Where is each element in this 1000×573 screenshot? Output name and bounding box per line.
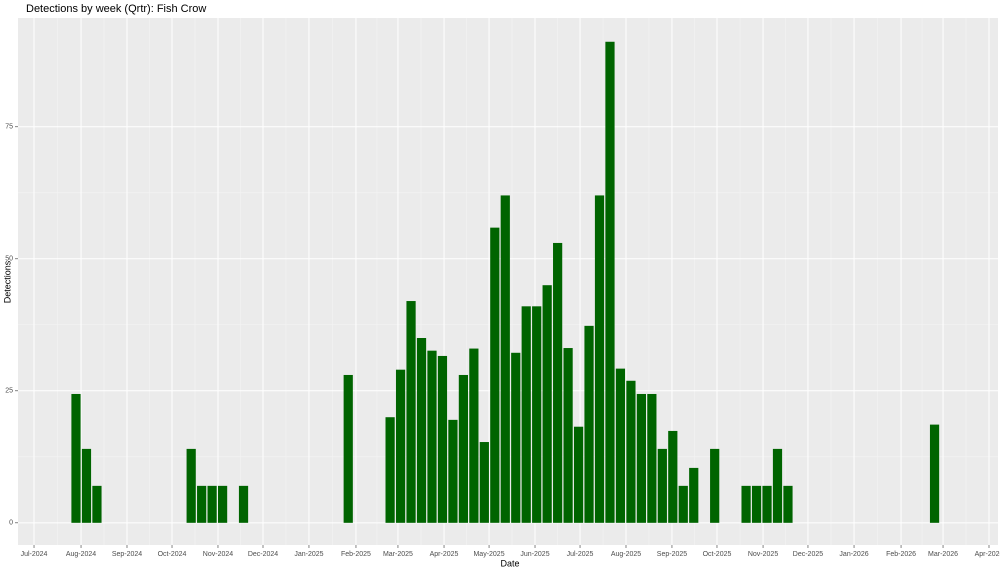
bar (511, 352, 521, 523)
bar (343, 374, 353, 523)
x-tick-label: Apr-2025 (430, 551, 459, 558)
bar (186, 448, 196, 523)
x-tick-label: Oct-2025 (703, 551, 732, 558)
x-tick-label: Jun-2025 (520, 551, 549, 558)
x-tick-label: Jan-2025 (294, 551, 323, 558)
bar (929, 424, 940, 523)
bar (395, 369, 406, 523)
y-tick-label: 50 (5, 256, 13, 263)
bar (678, 485, 688, 523)
bar (772, 448, 783, 523)
bar (217, 485, 228, 523)
bar (406, 301, 416, 523)
x-tick-label: Sep-2025 (657, 551, 687, 558)
x-tick-label: Nov-2025 (748, 551, 778, 558)
bar (553, 242, 563, 523)
x-tick-label: May-2025 (473, 551, 504, 558)
bar (710, 448, 720, 523)
chart-title: Detections by week (Qrtr): Fish Crow (26, 3, 206, 15)
bar (751, 485, 762, 523)
bar (615, 368, 626, 523)
bar (563, 348, 573, 523)
x-tick-label: Oct-2024 (158, 551, 187, 558)
bar (626, 380, 636, 523)
x-tick-label: Aug-2025 (611, 551, 641, 558)
bar (762, 485, 772, 523)
bar (741, 485, 751, 523)
bar (448, 419, 458, 523)
bar (490, 227, 500, 523)
x-tick-label: Mar-2026 (928, 551, 958, 558)
x-tick-label: Apr-2026 (975, 551, 1000, 558)
x-tick-label: Dec-2024 (248, 551, 278, 558)
bar (81, 448, 92, 523)
bar (647, 393, 657, 523)
y-axis-label: Detections (2, 260, 12, 303)
bar (71, 393, 81, 523)
bar (238, 485, 249, 523)
x-tick-label: Feb-2025 (341, 551, 371, 558)
bar (92, 485, 102, 523)
y-tick-label: 25 (5, 388, 13, 395)
x-tick-label: Mar-2025 (383, 551, 413, 558)
bar (689, 467, 699, 523)
bar (521, 306, 531, 523)
bar (385, 417, 395, 523)
bar (605, 41, 615, 523)
x-tick-label: Dec-2025 (793, 551, 823, 558)
bar (636, 393, 646, 523)
x-tick-label: Jan-2026 (839, 551, 868, 558)
bar (479, 442, 489, 523)
x-tick-label: Jul-2025 (567, 551, 594, 558)
bar (427, 350, 437, 523)
x-axis-label: Date (500, 558, 519, 568)
bar (584, 325, 594, 523)
x-tick-label: Feb-2026 (886, 551, 916, 558)
bar (573, 426, 584, 523)
bar (437, 355, 448, 523)
bar (207, 485, 217, 523)
bar (542, 285, 552, 523)
x-tick-label: Jul-2024 (21, 551, 48, 558)
bar (458, 374, 469, 523)
x-tick-label: Aug-2024 (66, 551, 96, 558)
bar (416, 338, 427, 523)
bar (783, 485, 793, 523)
bar (500, 195, 510, 523)
bar (657, 448, 667, 523)
bar (532, 306, 542, 523)
bar (197, 485, 207, 523)
bar (469, 348, 479, 523)
x-tick-label: Sep-2024 (112, 551, 142, 558)
y-tick-label: 0 (9, 520, 13, 527)
bar (668, 430, 678, 523)
bar (594, 195, 605, 523)
x-tick-label: Nov-2024 (203, 551, 233, 558)
y-tick-label: 75 (5, 124, 13, 131)
